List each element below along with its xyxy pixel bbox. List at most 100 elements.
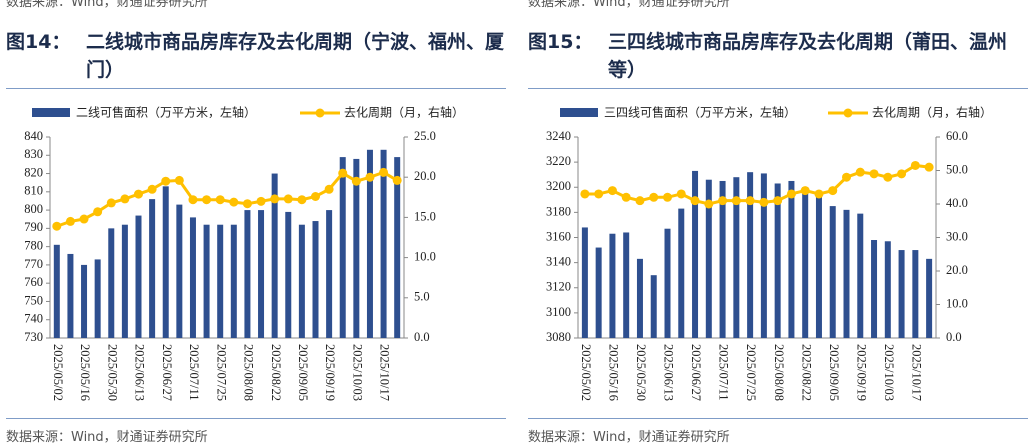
x-tick-label: 2025/10/17 bbox=[378, 344, 392, 401]
x-tick-label: 2025/08/08 bbox=[242, 344, 256, 401]
figure-title: 二线城市商品房库存及去化周期（宁波、福州、厦门） bbox=[86, 31, 505, 81]
line-marker bbox=[297, 195, 307, 205]
bar bbox=[733, 177, 740, 338]
legend-label: 去化周期（月，右轴） bbox=[344, 105, 464, 120]
y-tick-label: 790 bbox=[24, 220, 43, 234]
line-marker bbox=[311, 191, 320, 201]
line-marker bbox=[338, 168, 348, 178]
bar bbox=[394, 157, 401, 338]
bar bbox=[298, 224, 305, 338]
bar bbox=[678, 208, 685, 338]
figure-title: 三四线城市商品房库存及去化周期（莆田、温州等） bbox=[608, 31, 1008, 81]
line-marker bbox=[745, 196, 755, 206]
bar bbox=[258, 210, 265, 338]
x-tick-label: 2025/09/05 bbox=[296, 344, 310, 401]
bar bbox=[189, 217, 196, 338]
divider bbox=[528, 88, 1028, 89]
line-marker bbox=[690, 196, 700, 206]
y-tick-label: 3140 bbox=[546, 255, 571, 269]
bar bbox=[67, 253, 74, 338]
x-tick-label: 2025/08/22 bbox=[799, 344, 813, 401]
bar bbox=[366, 149, 373, 338]
bar bbox=[926, 258, 933, 338]
line-marker bbox=[106, 198, 116, 208]
bar bbox=[285, 211, 292, 338]
line-marker bbox=[324, 184, 334, 194]
x-tick-label: 2025/10/03 bbox=[882, 344, 896, 401]
bar bbox=[595, 247, 602, 338]
line-marker bbox=[229, 197, 239, 207]
y2-tick-label: 60.0 bbox=[946, 129, 968, 143]
x-tick-label: 2025/09/05 bbox=[827, 344, 841, 401]
x-tick-label: 2025/09/19 bbox=[323, 344, 337, 401]
bar bbox=[650, 275, 657, 338]
y-tick-label: 810 bbox=[24, 184, 43, 198]
y-tick-label: 3220 bbox=[546, 154, 571, 168]
bar bbox=[884, 241, 891, 338]
x-tick-label: 2025/05/16 bbox=[607, 344, 621, 401]
y-tick-label: 3080 bbox=[546, 330, 571, 344]
bar bbox=[692, 170, 699, 338]
bar bbox=[802, 187, 809, 338]
bar bbox=[121, 224, 128, 338]
line-marker bbox=[65, 216, 75, 226]
legend-label: 去化周期（月，右轴） bbox=[872, 105, 992, 120]
y-tick-label: 3100 bbox=[546, 305, 571, 319]
line-marker bbox=[759, 197, 769, 207]
line-marker bbox=[242, 199, 252, 209]
source-note: 数据来源：Wind，财通证券研究所 bbox=[528, 430, 730, 445]
bar bbox=[747, 172, 754, 338]
y-tick-label: 3120 bbox=[546, 280, 571, 294]
bar bbox=[843, 209, 850, 338]
line-marker bbox=[161, 176, 171, 186]
y-tick-label: 750 bbox=[24, 293, 43, 307]
bar bbox=[774, 183, 781, 338]
source-note: 数据来源：Wind，财通证券研究所 bbox=[6, 430, 208, 445]
legend-label: 二线可售面积（万平方米，左轴） bbox=[76, 105, 256, 120]
y-tick-label: 770 bbox=[24, 257, 43, 271]
bar bbox=[609, 233, 616, 338]
bar bbox=[176, 204, 183, 338]
line-marker bbox=[365, 172, 375, 182]
line-marker bbox=[704, 199, 714, 209]
x-tick-label: 2025/06/27 bbox=[160, 344, 174, 401]
legend-swatch bbox=[32, 108, 70, 117]
line-marker bbox=[842, 172, 851, 182]
line-marker bbox=[731, 196, 741, 206]
x-tick-label: 2025/08/08 bbox=[772, 344, 786, 401]
bar bbox=[380, 149, 387, 338]
line-marker bbox=[910, 160, 920, 170]
bar bbox=[815, 192, 822, 338]
line-marker bbox=[351, 176, 361, 186]
figure-label: 图14： bbox=[6, 31, 71, 53]
x-tick-label: 2025/10/17 bbox=[909, 344, 923, 401]
figure-label: 图15： bbox=[528, 31, 593, 53]
figure-heading: 图15： 三四线城市商品房库存及去化周期（莆田、温州等） bbox=[528, 28, 1028, 84]
bar bbox=[94, 259, 101, 338]
x-tick-label: 2025/06/27 bbox=[689, 344, 703, 401]
figure-heading: 图14： 二线城市商品房库存及去化周期（宁波、福州、厦门） bbox=[6, 28, 506, 84]
y2-tick-label: 25.0 bbox=[414, 129, 436, 143]
bar bbox=[108, 228, 115, 338]
bar bbox=[581, 227, 588, 338]
line-marker bbox=[202, 195, 212, 205]
y2-tick-label: 0.0 bbox=[414, 330, 430, 344]
x-tick-label: 2025/05/30 bbox=[105, 344, 119, 401]
x-tick-label: 2025/06/13 bbox=[133, 344, 147, 401]
line-marker bbox=[174, 175, 184, 185]
x-tick-label: 2025/10/03 bbox=[350, 344, 364, 401]
top-source: 数据来源：Wind，财通证券研究所 bbox=[6, 0, 208, 10]
bar bbox=[149, 199, 156, 338]
line-marker bbox=[786, 189, 796, 199]
y-tick-label: 760 bbox=[24, 275, 43, 289]
bar bbox=[135, 215, 142, 338]
bar bbox=[326, 210, 333, 338]
bar bbox=[912, 250, 919, 338]
x-tick-label: 2025/06/13 bbox=[662, 344, 676, 401]
x-tick-label: 2025/05/30 bbox=[634, 344, 648, 401]
bar bbox=[829, 206, 836, 338]
bar bbox=[203, 224, 210, 338]
line-marker bbox=[188, 195, 198, 205]
line-marker bbox=[814, 189, 824, 199]
line-marker bbox=[883, 172, 893, 182]
